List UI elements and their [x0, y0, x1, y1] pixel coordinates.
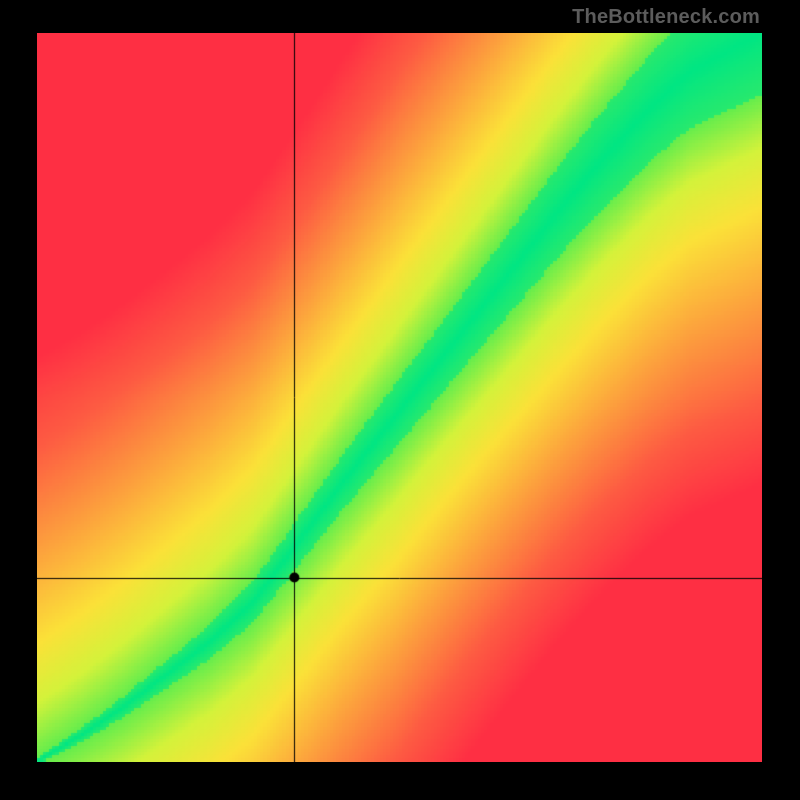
- heatmap-canvas: [37, 33, 762, 762]
- heatmap-plot: [37, 33, 762, 762]
- chart-container: TheBottleneck.com: [0, 0, 800, 800]
- watermark-text: TheBottleneck.com: [572, 6, 760, 29]
